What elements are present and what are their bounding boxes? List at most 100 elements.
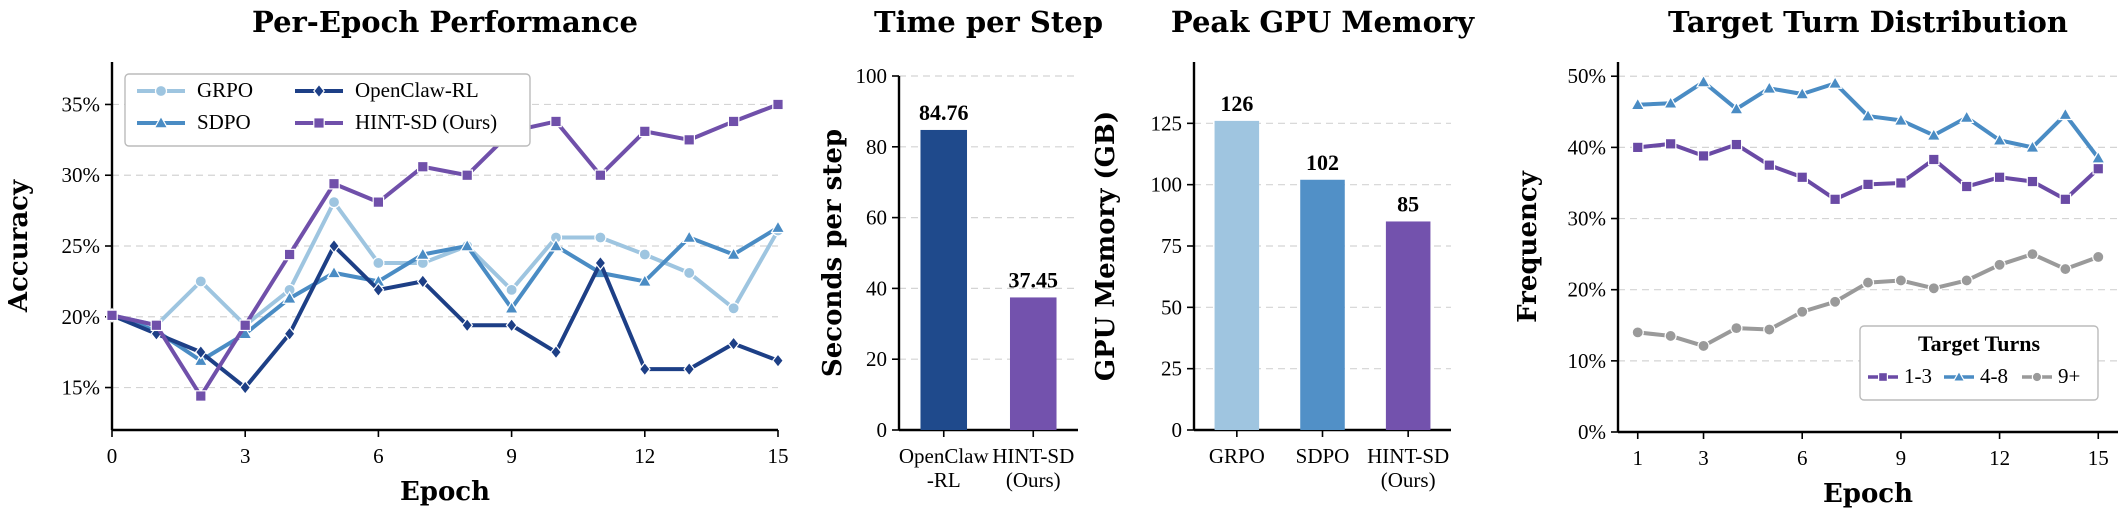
data-point: [461, 317, 474, 333]
data-point: [1926, 127, 1942, 141]
y-tick-label: 60: [866, 206, 887, 230]
data-point: [772, 353, 784, 369]
data-point: [727, 336, 740, 352]
data-point: [327, 195, 341, 209]
bar-chart: 0 20 40 60 80 100 Time per Step Seconds per ste…: [818, 5, 1103, 492]
data-point: [2057, 106, 2073, 121]
data-point: [594, 231, 607, 244]
data-point: [1631, 326, 1644, 339]
data-point: [683, 361, 696, 377]
x-axis-label: Epoch: [400, 477, 490, 507]
bar: [920, 129, 968, 431]
x-tick-label: 15: [2088, 446, 2109, 470]
series-line: [111, 225, 780, 363]
legend-box: [124, 73, 531, 147]
data-point: [1730, 138, 1743, 151]
data-point: [594, 255, 607, 271]
bar-value-label: 85: [1397, 191, 1419, 216]
bar-value-label: 37.45: [1009, 267, 1059, 292]
x-tick-label: 6: [373, 444, 384, 468]
data-point: [1695, 74, 1712, 88]
data-point: [283, 326, 296, 342]
data-point: [1763, 323, 1776, 336]
data-point: [326, 265, 342, 279]
data-point: [1927, 153, 1940, 166]
y-axis-label: Frequency: [1513, 170, 1543, 323]
x-tick-label: -RL: [927, 468, 961, 492]
y-tick-label: 20%: [62, 305, 101, 329]
data-point: [727, 302, 740, 315]
data-point: [372, 282, 385, 298]
bar-chart: 0 25 50 75 100 125 Peak GPU Memory GPU Memory (…: [1091, 5, 1475, 492]
legend-entry: 9+: [2058, 364, 2080, 388]
x-tick-label: SDPO: [1296, 444, 1350, 468]
data-point: [1861, 276, 1875, 289]
data-point: [328, 177, 340, 190]
data-point: [2026, 175, 2039, 188]
data-point: [727, 115, 740, 128]
legend-title: Target Turns: [1918, 331, 2041, 356]
x-tick-label: OpenClaw: [899, 444, 990, 468]
x-tick-label: HINT-SD: [1367, 444, 1449, 468]
data-point: [1663, 95, 1679, 109]
legend-swatch-marker: [313, 83, 325, 99]
x-tick-label: 12: [1989, 446, 2010, 470]
y-tick-label: 25: [1161, 357, 1182, 381]
data-point: [372, 196, 385, 208]
legend-entry: 4-8: [1980, 364, 2008, 388]
bar: [1385, 221, 1431, 430]
data-point: [2024, 139, 2041, 153]
legend-entry: OpenClaw-RL: [355, 78, 479, 102]
x-tick-label: 3: [1698, 446, 1709, 470]
data-point: [1796, 171, 1809, 184]
line-chart: 15% 20% 25% 30% 35% Per-Epoch Performance Accu…: [4, 5, 789, 507]
bar: [1214, 120, 1260, 430]
y-tick-label: 20%: [1568, 278, 1607, 302]
y-tick-label: 40: [866, 276, 887, 300]
legend-swatch-marker: [313, 117, 325, 129]
data-point: [1992, 132, 2008, 146]
data-point: [1927, 282, 1940, 295]
data-point: [1761, 80, 1777, 94]
data-point: [2092, 162, 2105, 175]
y-tick-label: 10%: [1568, 349, 1607, 373]
data-point: [193, 352, 209, 367]
data-point: [1794, 86, 1810, 100]
data-point: [770, 219, 786, 234]
data-point: [683, 134, 695, 146]
data-point: [1895, 177, 1907, 189]
series-line: [111, 244, 779, 390]
data-point: [594, 169, 607, 182]
data-point: [772, 98, 784, 111]
data-point: [1960, 180, 1973, 193]
data-point: [550, 344, 562, 360]
data-point: [194, 344, 207, 360]
data-point: [1730, 321, 1743, 335]
x-axis-label: Epoch: [1823, 479, 1913, 509]
y-tick-label: 75: [1161, 234, 1182, 258]
data-point: [638, 248, 651, 261]
chart-title: Target Turn Distribution: [1668, 5, 2068, 39]
x-tick-label: 9: [1896, 446, 1907, 470]
data-point: [239, 319, 251, 332]
y-tick-label: 100: [1151, 173, 1183, 197]
data-point: [372, 256, 385, 270]
data-point: [1893, 112, 1909, 126]
data-point: [1993, 258, 2006, 271]
data-point: [2092, 250, 2105, 264]
data-point: [195, 390, 207, 402]
x-tick-label: HINT-SD: [992, 444, 1074, 468]
data-point: [505, 317, 518, 333]
data-point: [1664, 329, 1677, 343]
bar-value-label: 84.76: [919, 100, 969, 125]
data-point: [328, 238, 340, 254]
data-point: [505, 283, 518, 297]
series-line: [111, 102, 779, 399]
data-point: [2090, 150, 2106, 164]
data-point: [638, 361, 651, 377]
data-point: [726, 246, 742, 260]
y-axis-label: Accuracy: [4, 179, 34, 313]
legend-swatch-marker: [1877, 372, 1888, 383]
x-tick-label: (Ours): [1006, 468, 1061, 492]
